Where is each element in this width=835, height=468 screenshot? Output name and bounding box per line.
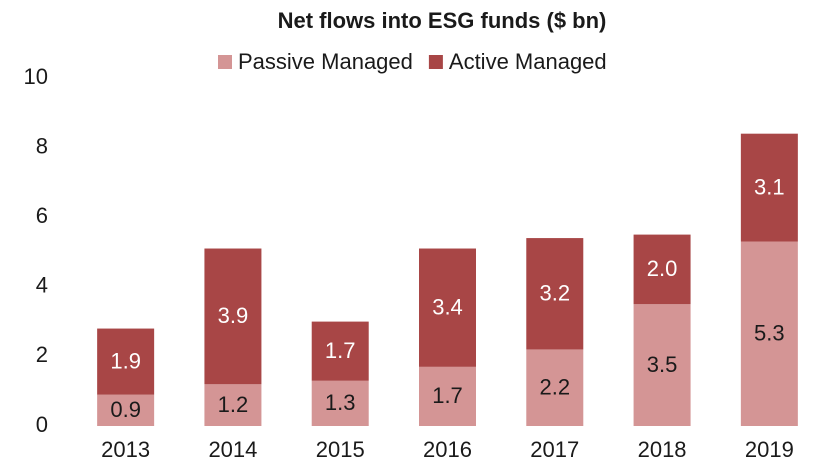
bar-segment bbox=[526, 349, 584, 426]
data-label: 1.3 bbox=[325, 390, 356, 415]
bar-segment bbox=[311, 321, 369, 381]
bar-segment bbox=[633, 234, 691, 305]
bar-segment bbox=[419, 366, 476, 426]
x-tick-label: 2018 bbox=[638, 437, 687, 462]
data-label: 3.2 bbox=[539, 281, 570, 306]
y-tick-label: 2 bbox=[36, 342, 48, 367]
chart-title: Net flows into ESG funds ($ bn) bbox=[278, 8, 607, 33]
data-label: 1.2 bbox=[218, 392, 249, 417]
x-tick-label: 2017 bbox=[530, 437, 579, 462]
y-tick-label: 6 bbox=[36, 203, 48, 228]
y-tick-label: 4 bbox=[36, 273, 48, 298]
data-label: 3.4 bbox=[432, 294, 463, 319]
data-label: 1.7 bbox=[325, 338, 356, 363]
data-label: 3.9 bbox=[218, 303, 249, 328]
x-tick-label: 2019 bbox=[745, 437, 794, 462]
data-label: 5.3 bbox=[754, 321, 785, 346]
x-tick-label: 2014 bbox=[208, 437, 257, 462]
legend-label: Active Managed bbox=[449, 49, 607, 74]
data-label: 2.0 bbox=[647, 256, 678, 281]
bar-segment bbox=[97, 394, 155, 426]
bar-segment bbox=[97, 328, 155, 395]
bar-segment bbox=[204, 248, 262, 385]
data-label: 1.7 bbox=[432, 383, 463, 408]
y-tick-label: 8 bbox=[36, 133, 48, 158]
legend-swatch bbox=[428, 55, 443, 69]
legend-swatch bbox=[218, 55, 232, 69]
data-label: 3.1 bbox=[754, 174, 785, 199]
bar-segment bbox=[526, 238, 584, 350]
y-tick-label: 10 bbox=[24, 64, 48, 89]
bar-segment bbox=[740, 241, 798, 426]
data-label: 2.2 bbox=[539, 375, 570, 400]
x-tick-label: 2013 bbox=[101, 437, 150, 462]
legend-label: Passive Managed bbox=[238, 49, 413, 74]
x-tick-label: 2015 bbox=[316, 437, 365, 462]
bar-segment bbox=[419, 248, 476, 367]
bar-segment bbox=[204, 384, 262, 426]
data-label: 1.9 bbox=[110, 348, 141, 373]
bar-segment bbox=[633, 304, 691, 426]
bar-segment bbox=[311, 380, 369, 426]
x-tick-label: 2016 bbox=[423, 437, 472, 462]
data-label: 3.5 bbox=[647, 352, 678, 377]
y-tick-label: 0 bbox=[36, 412, 48, 437]
data-label: 0.9 bbox=[110, 397, 141, 422]
bar-segment bbox=[740, 133, 798, 242]
